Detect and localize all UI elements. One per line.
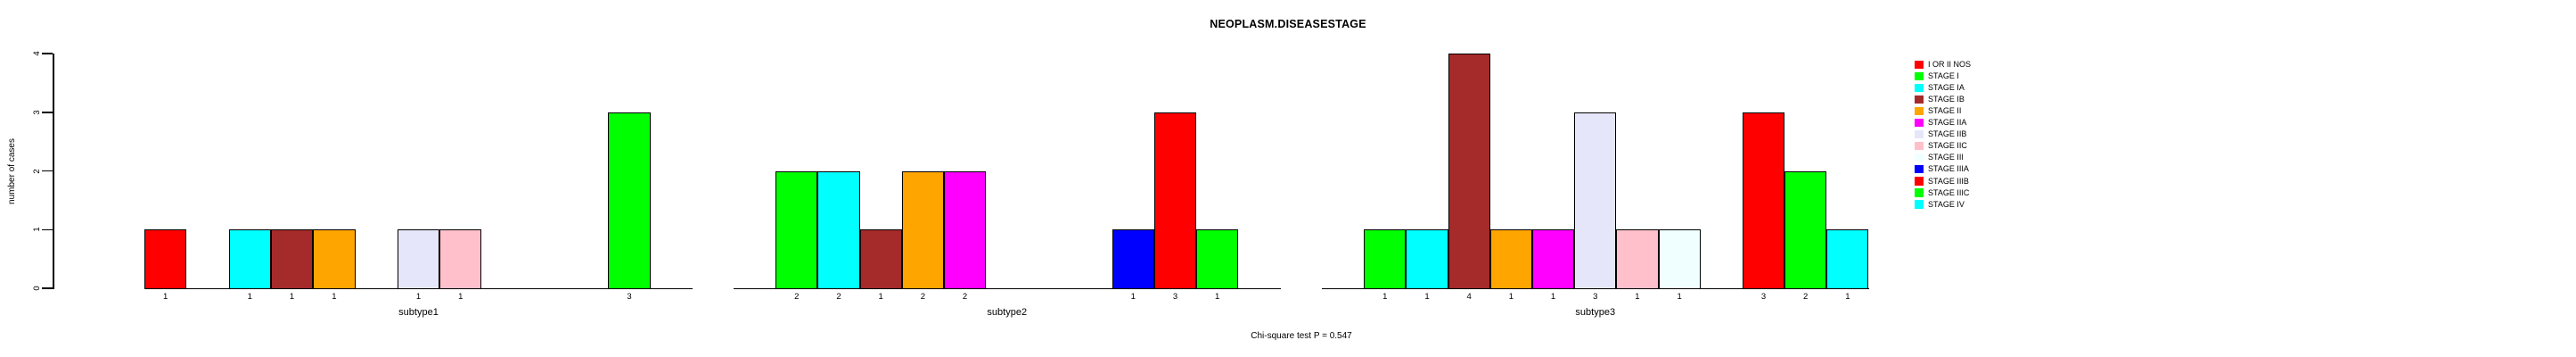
legend-label: STAGE IB [1928,95,1965,104]
bar-subtype1-stage-iiic [608,112,651,289]
y-tick-mark [42,287,53,289]
legend-swatch-stage-iib [1915,129,1924,139]
bar-count-label: 1 [1215,292,1220,302]
bar-subtype1-i-or-ii-nos [144,229,187,289]
legend-label: STAGE IIIC [1928,187,1970,197]
bar-subtype3-stage-iiib [1742,112,1785,289]
bar-subtype1-stage-ii [313,229,356,289]
bar-count-label: 1 [289,292,295,302]
legend-swatch-stage-ii [1915,106,1924,116]
bar-subtype3-stage-ib [1448,54,1490,289]
bar-count-label: 3 [1593,292,1598,302]
bar-count-label: 1 [247,292,252,302]
legend-label: STAGE IIC [1928,141,1967,151]
legend-swatch-stage-iv [1915,200,1924,209]
bar-subtype2-stage-ib [859,229,902,289]
legend-swatch-i-or-ii-nos [1915,60,1924,69]
bar-count-label: 2 [1803,292,1809,302]
chart-title: NEOPLASM.DISEASESTAGE [1210,18,1366,30]
bar-subtype3-stage-ia [1406,229,1448,289]
bar-subtype3-stage-iii [1658,229,1701,289]
legend-swatch-stage-iiia [1915,164,1924,174]
y-axis-line [53,54,54,289]
bar-subtype2-stage-iia [943,170,987,289]
group-label-subtype2: subtype2 [987,307,1028,318]
stat-caption: Chi-square test P = 0.547 [1251,331,1352,341]
bar-count-label: 4 [1466,292,1472,302]
bar-subtype1-stage-ia [228,229,271,289]
bar-subtype2-stage-iiic [1196,229,1239,289]
y-tick-mark [42,112,53,113]
legend-swatch-stage-ia [1915,83,1924,93]
bar-subtype3-stage-iia [1531,229,1575,289]
bar-count-label: 1 [1550,292,1556,302]
bar-count-label: 2 [794,292,800,302]
bar-subtype2-stage-ii [901,170,944,289]
legend-label: STAGE IIIB [1928,176,1969,186]
y-tick-mark [42,228,53,230]
group-label-subtype1: subtype1 [398,307,439,318]
bar-count-label: 2 [962,292,968,302]
bar-count-label: 2 [836,292,841,302]
y-tick-label: 2 [32,168,42,174]
legend-label: STAGE II [1928,106,1962,116]
legend-label: STAGE IIB [1928,129,1967,139]
legend-swatch-stage-iia [1915,118,1924,128]
bar-subtype3-stage-iic [1616,229,1659,289]
y-tick-mark [42,170,53,172]
x-axis-line [734,287,1281,289]
legend-label: STAGE IA [1928,83,1965,93]
bar-count-label: 1 [332,292,337,302]
bar-count-label: 1 [1677,292,1682,302]
bar-count-label: 1 [163,292,168,302]
legend-label: STAGE IIA [1928,118,1967,128]
legend-label: STAGE IV [1928,199,1965,209]
legend-swatch-stage-iiib [1915,177,1924,186]
legend-label: STAGE III [1928,153,1964,162]
legend-label: I OR II NOS [1928,60,1972,69]
y-axis-title: number of cases [7,138,17,204]
legend-label: STAGE IIIA [1928,164,1969,174]
legend-swatch-stage-iic [1915,141,1924,151]
bar-subtype3-stage-ii [1489,229,1532,289]
legend-swatch-stage-ib [1915,95,1924,104]
legend-swatch-stage-i [1915,71,1924,81]
bar-subtype3-stage-iv [1826,229,1869,289]
y-tick-mark [42,53,53,54]
bar-subtype3-stage-iib [1574,112,1617,289]
bar-count-label: 3 [1172,292,1178,302]
bar-count-label: 1 [1424,292,1430,302]
legend-swatch-stage-iiic [1915,188,1924,197]
bar-subtype1-stage-iib [397,229,440,289]
y-tick-label: 3 [32,110,42,115]
bar-count-label: 2 [920,292,925,302]
bar-subtype2-stage-ia [817,170,860,289]
bar-subtype2-stage-i [775,170,818,289]
bar-count-label: 1 [878,292,883,302]
legend-label: STAGE I [1928,71,1959,81]
y-tick-label: 4 [32,51,42,56]
bar-subtype1-stage-iic [439,229,482,289]
bar-count-label: 1 [1635,292,1640,302]
bar-subtype2-stage-iiib [1153,112,1197,289]
bar-count-label: 1 [1845,292,1850,302]
bar-count-label: 1 [1382,292,1388,302]
group-label-subtype3: subtype3 [1575,307,1616,318]
bar-count-label: 1 [415,292,422,302]
y-tick-label: 0 [32,286,42,291]
bar-count-label: 3 [1760,292,1767,302]
bar-subtype1-stage-ib [270,229,314,289]
bar-count-label: 1 [1130,292,1136,302]
bar-count-label: 3 [627,292,632,302]
y-tick-label: 1 [32,227,42,232]
bar-subtype3-stage-i [1364,229,1407,289]
bar-subtype2-stage-iiia [1112,229,1154,289]
bar-subtype3-stage-iiic [1784,170,1827,289]
legend-swatch-stage-iii [1915,153,1924,162]
bar-count-label: 1 [1508,292,1514,302]
bar-count-label: 1 [458,292,464,302]
